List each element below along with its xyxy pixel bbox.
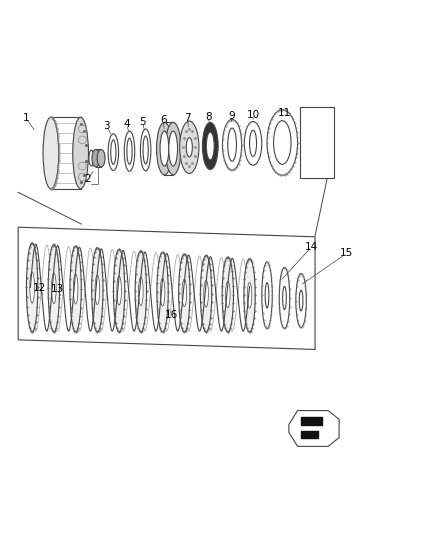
Ellipse shape	[160, 278, 165, 306]
Ellipse shape	[117, 276, 121, 305]
Ellipse shape	[182, 279, 187, 306]
Ellipse shape	[267, 110, 297, 175]
Ellipse shape	[265, 282, 269, 308]
Ellipse shape	[202, 123, 218, 169]
Text: 10: 10	[247, 110, 260, 119]
Text: 12: 12	[32, 284, 46, 293]
Bar	[301, 431, 318, 438]
Ellipse shape	[89, 150, 94, 166]
Text: 3: 3	[103, 121, 110, 131]
Text: 7: 7	[184, 113, 191, 123]
Text: 15: 15	[340, 248, 353, 259]
Ellipse shape	[244, 259, 255, 332]
Ellipse shape	[186, 138, 192, 157]
Ellipse shape	[296, 273, 306, 328]
Ellipse shape	[111, 140, 116, 164]
Ellipse shape	[247, 282, 252, 308]
Ellipse shape	[250, 130, 257, 157]
Ellipse shape	[169, 131, 177, 166]
Ellipse shape	[157, 252, 168, 332]
Ellipse shape	[156, 123, 172, 175]
Ellipse shape	[244, 122, 262, 165]
Polygon shape	[18, 227, 315, 350]
Ellipse shape	[95, 275, 99, 304]
Ellipse shape	[160, 131, 169, 166]
Ellipse shape	[92, 149, 100, 167]
Text: 6: 6	[160, 115, 166, 125]
Ellipse shape	[43, 117, 59, 189]
Ellipse shape	[26, 243, 38, 332]
Ellipse shape	[113, 249, 125, 332]
Polygon shape	[289, 410, 339, 446]
Ellipse shape	[48, 245, 60, 332]
Ellipse shape	[180, 121, 199, 174]
Ellipse shape	[283, 286, 286, 310]
Ellipse shape	[222, 257, 233, 332]
Text: 2: 2	[85, 174, 92, 184]
Text: 4: 4	[123, 119, 130, 129]
Text: 8: 8	[205, 112, 212, 122]
Ellipse shape	[226, 281, 230, 308]
Text: 16: 16	[164, 310, 177, 319]
Ellipse shape	[201, 255, 212, 332]
Ellipse shape	[274, 120, 291, 164]
Ellipse shape	[299, 290, 303, 311]
Ellipse shape	[52, 273, 56, 304]
Ellipse shape	[73, 274, 78, 304]
Ellipse shape	[97, 149, 105, 167]
Ellipse shape	[92, 248, 103, 332]
Text: 14: 14	[305, 242, 318, 252]
Ellipse shape	[127, 138, 132, 164]
Text: 1: 1	[23, 113, 29, 123]
Ellipse shape	[206, 132, 214, 160]
Text: 5: 5	[139, 117, 146, 127]
Ellipse shape	[143, 136, 148, 164]
Ellipse shape	[70, 246, 81, 332]
Text: 9: 9	[228, 111, 234, 121]
Text: 13: 13	[51, 284, 64, 294]
Text: 11: 11	[278, 108, 291, 118]
Ellipse shape	[124, 131, 135, 171]
Bar	[301, 417, 322, 425]
Ellipse shape	[30, 272, 35, 303]
Ellipse shape	[141, 129, 151, 171]
Ellipse shape	[179, 254, 190, 332]
Bar	[300, 107, 334, 179]
Ellipse shape	[138, 277, 143, 305]
Ellipse shape	[73, 117, 88, 189]
Ellipse shape	[108, 134, 119, 171]
Ellipse shape	[262, 262, 272, 328]
Ellipse shape	[135, 251, 147, 332]
Ellipse shape	[165, 123, 181, 175]
Ellipse shape	[223, 119, 242, 170]
Ellipse shape	[228, 128, 237, 161]
Ellipse shape	[279, 268, 290, 328]
Ellipse shape	[204, 280, 208, 307]
